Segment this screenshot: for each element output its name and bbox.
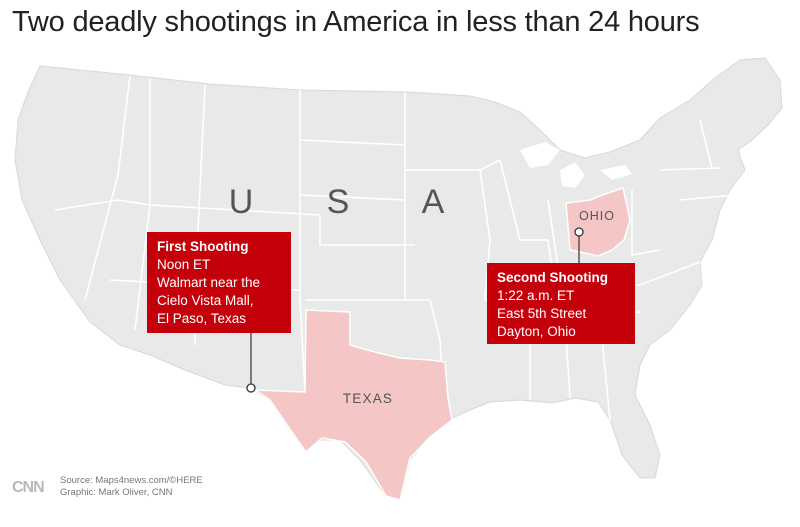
marker-el-paso — [246, 383, 256, 393]
country-letter-s: S — [327, 183, 350, 221]
first-shooting-heading: First Shooting — [157, 239, 249, 254]
cnn-logo: CNN — [12, 479, 45, 496]
first-shooting-time: Noon ET — [157, 257, 211, 272]
graphic-credit: Graphic: Mark Oliver, CNN — [60, 487, 173, 498]
second-shooting-place-2: Dayton, Ohio — [497, 324, 576, 339]
source-credit: Source: Maps4news.com/©HERE — [60, 475, 203, 486]
great-lakes — [520, 142, 632, 188]
credits: Source: Maps4news.com/©HERE Graphic: Mar… — [60, 475, 203, 499]
country-letter-u: U — [229, 183, 254, 221]
texas-label: TEXAS — [343, 391, 393, 406]
marker-dayton — [574, 227, 584, 237]
first-shooting-place-1: Walmart near the — [157, 275, 261, 290]
second-shooting-callout: Second Shooting 1:22 a.m. ET East 5th St… — [487, 263, 635, 344]
usa-landmass — [14, 57, 783, 501]
ohio-label: OHIO — [579, 209, 615, 223]
texas-shape — [252, 309, 453, 501]
map-title: Two deadly shootings in America in less … — [12, 6, 700, 38]
ohio-shape — [565, 187, 631, 257]
second-shooting-heading: Second Shooting — [497, 270, 608, 285]
first-shooting-callout: First Shooting Noon ET Walmart near the … — [147, 232, 291, 333]
second-shooting-place-1: East 5th Street — [497, 306, 587, 321]
country-letter-a: A — [422, 183, 445, 221]
second-shooting-time: 1:22 a.m. ET — [497, 288, 575, 303]
first-shooting-place-3: El Paso, Texas — [157, 311, 247, 326]
first-shooting-place-2: Cielo Vista Mall, — [157, 293, 254, 308]
